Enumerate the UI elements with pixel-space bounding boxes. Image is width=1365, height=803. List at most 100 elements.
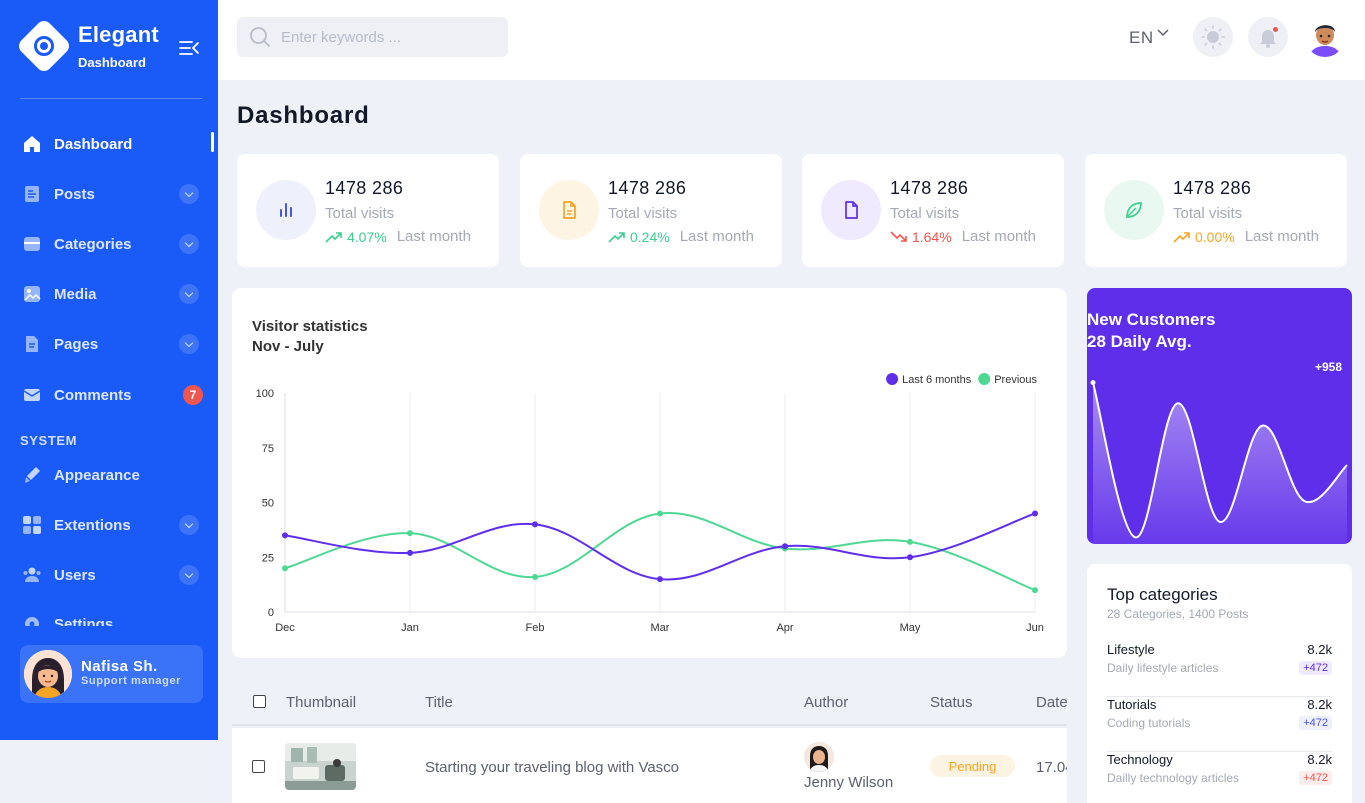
sidebar-item-label: Users xyxy=(54,566,96,584)
column-header-title[interactable]: Title xyxy=(425,694,453,711)
top-categories-card: Top categories 28 Categories, 1400 Posts… xyxy=(1087,564,1352,803)
sidebar-item-label: Categories xyxy=(54,235,132,253)
sidebar-item-appearance[interactable]: Appearance xyxy=(0,455,218,495)
stat-trend-value: 4.07% xyxy=(347,228,387,245)
language-selector[interactable]: EN xyxy=(1129,28,1154,47)
sidebar-item-pages[interactable]: Pages xyxy=(0,324,218,364)
search-input[interactable] xyxy=(281,17,501,57)
chevron-down-icon[interactable] xyxy=(179,515,199,535)
collapse-menu-icon[interactable] xyxy=(179,40,199,56)
user-profile-card[interactable]: Nafisa Sh. Support manager xyxy=(20,645,203,703)
data-point[interactable] xyxy=(1032,510,1038,517)
chevron-down-icon[interactable] xyxy=(179,234,199,254)
data-point[interactable] xyxy=(907,554,913,561)
file-icon xyxy=(845,201,858,219)
row-checkbox[interactable] xyxy=(252,760,265,773)
legend-marker[interactable] xyxy=(978,373,991,385)
sidebar-item-posts[interactable]: Posts xyxy=(0,174,218,214)
trend-up-icon xyxy=(325,231,342,243)
data-point[interactable] xyxy=(282,565,288,572)
data-point[interactable] xyxy=(532,573,538,580)
sidebar-item-settings[interactable]: Settings xyxy=(0,604,218,626)
chevron-down-icon[interactable] xyxy=(179,565,199,585)
category-name: Tutorials xyxy=(1107,697,1157,712)
sidebar-section-system: SYSTEM xyxy=(20,433,78,448)
data-point[interactable] xyxy=(1032,587,1038,594)
column-header-date[interactable]: Date xyxy=(1036,694,1067,711)
status-badge: Pending xyxy=(930,755,1015,777)
column-header-thumbnail[interactable]: Thumbnail xyxy=(286,694,357,711)
legend-label: Previous xyxy=(994,374,1037,386)
area-line xyxy=(1092,382,1348,539)
sidebar-item-comments[interactable]: Comments 7 xyxy=(0,375,218,415)
top-categories-subtitle: 28 Categories, 1400 Posts xyxy=(1107,607,1249,621)
stat-label: Total visits xyxy=(325,205,395,222)
sidebar: Elegant Dashboard Dashboard Posts Catego… xyxy=(0,0,218,740)
trend-down-icon xyxy=(890,230,907,242)
avatar xyxy=(804,742,834,772)
stat-value: 1478 286 xyxy=(608,178,687,198)
sidebar-item-extentions[interactable]: Extentions xyxy=(0,505,218,545)
sidebar-item-users[interactable]: Users xyxy=(0,555,218,595)
legend-marker[interactable] xyxy=(886,373,899,385)
bell-icon xyxy=(1260,30,1276,48)
chevron-down-icon[interactable] xyxy=(179,334,199,354)
user-avatar[interactable] xyxy=(1305,17,1345,57)
notification-dot xyxy=(1272,26,1279,33)
search-box[interactable] xyxy=(237,17,508,57)
stat-trend: 0.24% Last month xyxy=(608,228,754,245)
list-item[interactable]: Technology Dailly technology articles 8.… xyxy=(1107,752,1332,803)
visitor-line-chart: 0 25 50 75 100 Dec Jan Feb Mar Apr May Jun Previous L… xyxy=(256,373,1044,634)
sidebar-item-dashboard[interactable]: Dashboard xyxy=(0,124,218,164)
table-header: Thumbnail Title Author Status Date xyxy=(232,680,1067,726)
leaf-icon xyxy=(1126,202,1142,218)
chevron-down-icon[interactable] xyxy=(179,184,199,204)
gear-icon xyxy=(25,617,39,626)
avatar xyxy=(24,650,72,698)
sidebar-item-label: Media xyxy=(54,285,97,303)
notifications-button[interactable] xyxy=(1248,17,1288,57)
profile-role: Support manager xyxy=(81,675,182,687)
stat-period: Last month xyxy=(679,228,754,245)
theme-toggle-button[interactable] xyxy=(1193,17,1233,57)
chart-subtitle: Nov - July xyxy=(252,338,324,355)
brand-logo[interactable]: Elegant Dashboard xyxy=(15,17,218,82)
data-point[interactable] xyxy=(782,543,788,550)
x-tick-label: Apr xyxy=(776,622,793,634)
category-desc: Daily lifestyle articles xyxy=(1107,661,1219,675)
stat-period: Last month xyxy=(1244,228,1319,245)
data-point[interactable] xyxy=(407,530,413,537)
column-header-status[interactable]: Status xyxy=(930,694,973,711)
sidebar-item-categories[interactable]: Categories xyxy=(0,224,218,264)
post-title[interactable]: Starting your traveling blog with Vasco xyxy=(425,759,680,776)
stat-icon-badge xyxy=(821,180,881,240)
folder-icon xyxy=(24,237,40,251)
stat-label: Total visits xyxy=(890,205,960,222)
posts-table: Thumbnail Title Author Status Date Start… xyxy=(232,680,1067,803)
data-point[interactable] xyxy=(657,510,663,517)
list-item[interactable]: Lifestyle Daily lifestyle articles 8.2k … xyxy=(1107,642,1332,697)
search-icon xyxy=(250,27,270,47)
select-all-checkbox[interactable] xyxy=(253,695,266,708)
data-point[interactable] xyxy=(407,549,413,556)
data-point[interactable] xyxy=(282,532,288,539)
stat-value: 1478 286 xyxy=(890,178,969,198)
comment-icon xyxy=(23,389,41,401)
stat-card: 1478 286 Total visits 0.24% Last month xyxy=(520,154,782,267)
data-point[interactable] xyxy=(532,521,538,528)
sidebar-item-media[interactable]: Media xyxy=(0,274,218,314)
column-header-author[interactable]: Author xyxy=(804,694,849,711)
image-icon xyxy=(24,286,41,302)
chevron-down-icon[interactable] xyxy=(1156,26,1170,40)
chevron-down-icon[interactable] xyxy=(179,284,199,304)
data-point[interactable] xyxy=(907,538,913,545)
stat-value: 1478 286 xyxy=(1173,178,1252,198)
category-desc: Dailly technology articles xyxy=(1107,771,1240,785)
category-delta-badge: +472 xyxy=(1299,661,1332,675)
posts-icon xyxy=(25,186,39,202)
chart-title: Visitor statistics xyxy=(252,318,368,335)
data-point[interactable] xyxy=(657,576,663,583)
list-item[interactable]: Tutorials Coding tutorials 8.2k +472 xyxy=(1107,697,1332,752)
users-icon xyxy=(23,567,41,582)
table-row[interactable]: Starting your traveling blog with Vasco … xyxy=(232,728,1067,803)
